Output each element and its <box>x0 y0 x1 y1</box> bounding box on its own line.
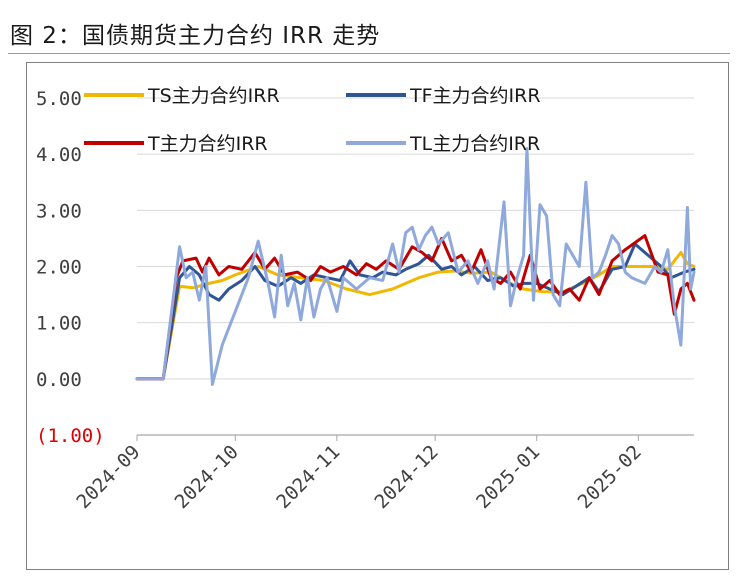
x-tick-label-5: 2025-02 <box>574 441 646 513</box>
chart-frame <box>26 62 729 570</box>
y-tick-label-5: 0.00 <box>36 369 82 391</box>
x-tick-label-0: 2024-09 <box>72 441 144 513</box>
legend-label-3: TL主力合约IRR <box>409 133 540 155</box>
x-tick-label-3: 2024-12 <box>371 441 443 513</box>
y-tick-labels: 5.00 4.00 3.00 2.00 1.00 0.00 (1.00) <box>36 88 105 447</box>
x-tick-label-4: 2025-01 <box>472 441 544 513</box>
legend-label-1: TF主力合约IRR <box>409 85 541 107</box>
chart-caption: 图 2：国债期货主力合约 IRR 走势 <box>10 23 381 49</box>
axes <box>136 434 694 441</box>
legend-label-2: T主力合约IRR <box>147 133 268 155</box>
y-tick-label-4: 1.00 <box>36 313 82 335</box>
series-lines <box>135 147 696 386</box>
y-tick-label-3: 2.00 <box>36 257 82 279</box>
y-tick-label-0: 5.00 <box>36 88 82 110</box>
x-tick-label-1: 2024-10 <box>171 441 243 513</box>
x-tick-labels: 2024-09 2024-10 2024-11 2024-12 2025-01 2025-… <box>72 441 645 513</box>
y-tick-label-2: 3.00 <box>36 200 82 222</box>
x-tick-label-2: 2024-11 <box>272 441 344 513</box>
series-line-0 <box>135 251 696 381</box>
y-tick-label-1: 4.00 <box>36 144 82 166</box>
y-tick-label-6: (1.00) <box>36 425 105 447</box>
series-line-3 <box>135 147 696 386</box>
legend-label-0: TS主力合约IRR <box>147 85 280 107</box>
caption-rule <box>8 53 730 54</box>
series-line-2 <box>135 234 696 381</box>
legend: TS主力合约IRR TF主力合约IRR T主力合约IRR TL主力合约IRR <box>84 85 541 155</box>
